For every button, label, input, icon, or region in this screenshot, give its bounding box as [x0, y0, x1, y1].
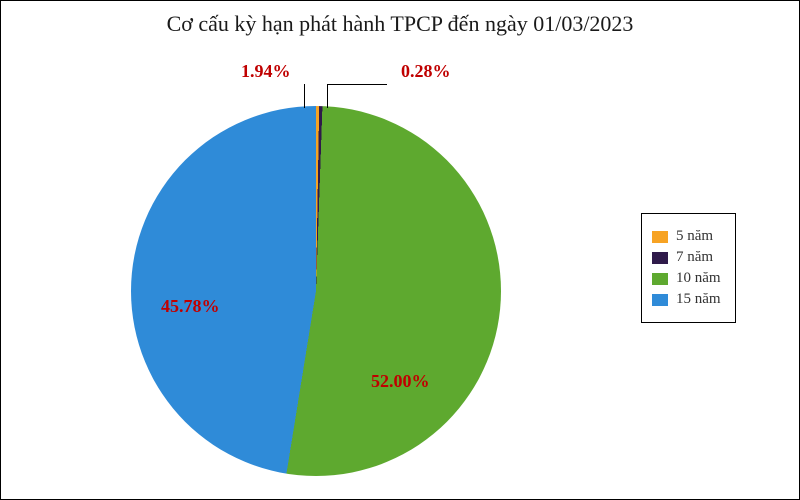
slice-label-10nam: 52.00% [371, 371, 430, 392]
legend-swatch [652, 294, 668, 306]
slice-label-15nam: 45.78% [161, 296, 220, 317]
legend-item-7nam: 7 năm [652, 249, 721, 266]
legend-swatch [652, 231, 668, 243]
leader-line [304, 84, 305, 108]
chart-frame: Cơ cấu kỳ hạn phát hành TPCP đến ngày 01… [0, 0, 800, 500]
legend-item-15nam: 15 năm [652, 291, 721, 308]
legend-item-10nam: 10 năm [652, 270, 721, 287]
pie-chart [131, 106, 501, 476]
legend: 5 năm 7 năm 10 năm 15 năm [641, 213, 736, 323]
legend-label: 7 năm [676, 249, 713, 266]
slice-label-5nam: 1.94% [241, 61, 291, 82]
legend-label: 15 năm [676, 291, 721, 308]
leader-line [327, 84, 328, 108]
chart-title: Cơ cấu kỳ hạn phát hành TPCP đến ngày 01… [1, 11, 799, 37]
slice-label-7nam: 0.28% [401, 61, 451, 82]
legend-label: 5 năm [676, 228, 713, 245]
pie-wrap [131, 106, 501, 476]
leader-line [327, 84, 387, 85]
legend-item-5nam: 5 năm [652, 228, 721, 245]
legend-swatch [652, 252, 668, 264]
legend-label: 10 năm [676, 270, 721, 287]
legend-swatch [652, 273, 668, 285]
